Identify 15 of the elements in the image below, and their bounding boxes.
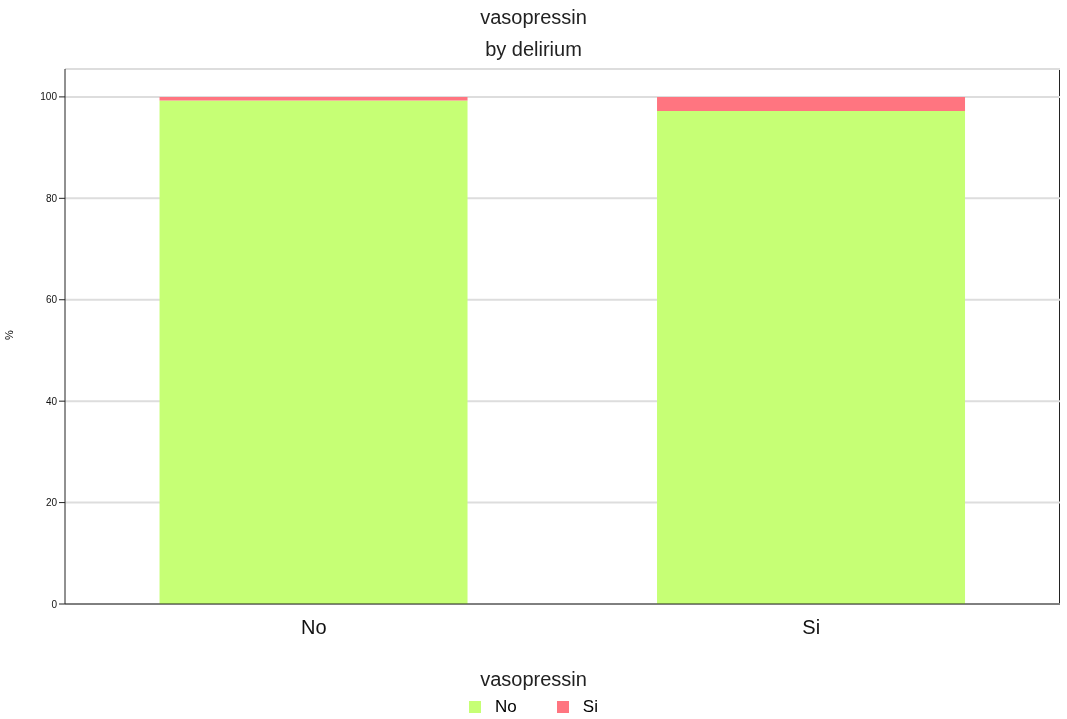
legend-title: vasopressin bbox=[479, 668, 588, 691]
bar bbox=[657, 111, 966, 604]
y-axis-title: % bbox=[2, 329, 15, 340]
y-tick-label: 0 bbox=[51, 598, 58, 610]
y-tick-label: 20 bbox=[45, 497, 58, 509]
chart-subtitle: by delirium bbox=[484, 38, 583, 61]
bar bbox=[159, 100, 468, 604]
y-tick-label: 60 bbox=[45, 294, 58, 306]
y-tick-label: 40 bbox=[45, 395, 58, 407]
legend-label: Si bbox=[582, 697, 598, 717]
legend-label: No bbox=[495, 697, 517, 717]
y-tick-label: 100 bbox=[40, 91, 58, 103]
chart-title: vasopressin bbox=[479, 6, 588, 29]
y-tick-label: 80 bbox=[45, 192, 58, 204]
bar bbox=[657, 96, 966, 112]
